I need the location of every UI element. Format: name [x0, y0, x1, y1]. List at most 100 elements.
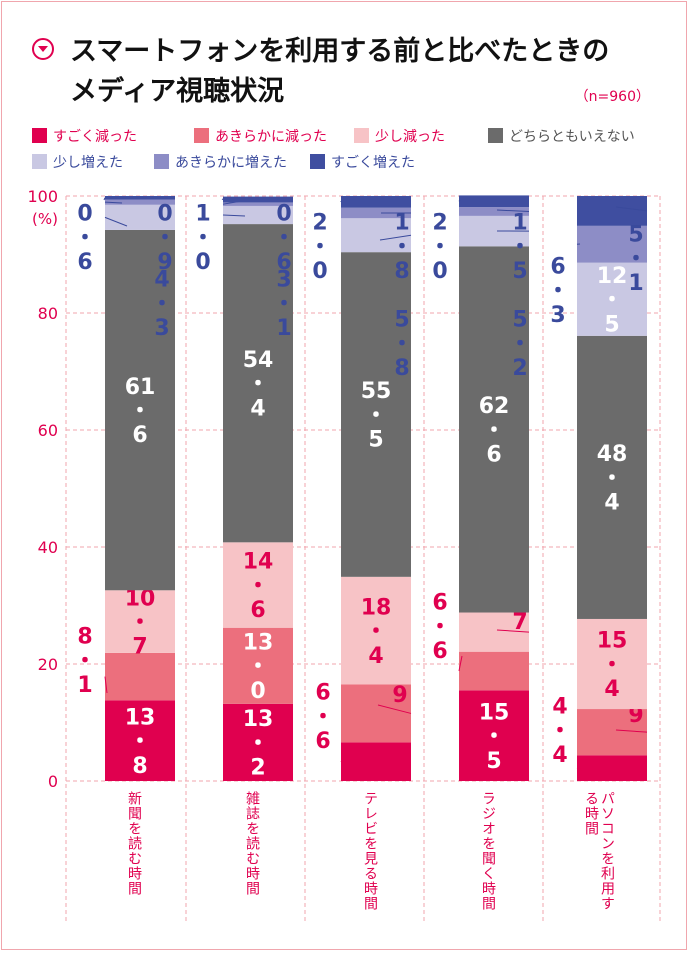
legend-item: どちらともいえない: [488, 126, 635, 146]
bar-segment: [341, 207, 411, 219]
sample-size-note: （n=960）: [574, 89, 650, 105]
legend-label: すごく減った: [53, 129, 137, 145]
bar-segment: [105, 590, 175, 653]
data-label: 6 ・ 6: [429, 591, 451, 664]
legend-item: 少し減った: [354, 126, 445, 146]
data-label: 1 ・ 5: [509, 211, 531, 284]
data-label: 62 ・ 6: [479, 394, 510, 467]
bar-segment: [105, 652, 175, 701]
legend-label: 少し減った: [375, 129, 445, 145]
y-axis-unit: (%): [32, 210, 58, 228]
bar-segment: [341, 218, 411, 253]
data-label: 13 ・ 8: [125, 705, 156, 778]
data-label: 48 ・ 4: [597, 442, 628, 515]
bar-segment: [341, 684, 411, 743]
leader-line: [377, 704, 412, 714]
chart-title-line1: スマートフォンを利用する前と比べたときの: [70, 36, 610, 67]
data-label: 1 ・ 8: [391, 211, 413, 284]
bar-segment: [341, 576, 411, 685]
legend-label: どちらともいえない: [509, 129, 635, 145]
bar-segment: [223, 196, 293, 203]
data-label: 13 ・ 2: [243, 707, 274, 780]
bar-segment: [223, 205, 293, 225]
bar-segment: [105, 700, 175, 781]
leader-line: [221, 198, 224, 200]
bar-segment: [105, 204, 175, 230]
bar-segment: [577, 709, 647, 756]
data-label: 10 ・ 7: [125, 586, 156, 659]
bar-segment: [577, 225, 647, 263]
data-label: 1 ・ 0: [192, 202, 214, 275]
legend-swatch: [488, 128, 503, 143]
data-label: 55 ・ 5: [361, 379, 392, 452]
legend-swatch: [310, 154, 325, 169]
bar-segment: [459, 195, 529, 208]
legend-item: すごく減った: [32, 126, 137, 146]
data-label: 18 ・ 4: [361, 595, 392, 668]
data-label: 2 ・ 0: [429, 211, 451, 284]
bar-segment: [105, 196, 175, 200]
data-label: 13 ・ 0: [243, 630, 274, 703]
bar-segment: [341, 196, 411, 208]
y-tick-label: 100: [27, 187, 58, 206]
y-tick-label: 60: [38, 421, 58, 440]
legend-swatch: [154, 154, 169, 169]
leader-line: [340, 754, 346, 762]
bar-segment: [459, 651, 529, 691]
leader-line: [104, 216, 128, 227]
leader-line: [496, 629, 530, 633]
bar-segment: [223, 703, 293, 781]
data-label: 61 ・ 6: [125, 375, 156, 448]
y-tick-label: 40: [38, 538, 58, 557]
bar-segment: [577, 196, 647, 226]
data-label: 15 ・ 4: [597, 629, 628, 702]
category-label: パソコンを利用する時間: [583, 791, 615, 911]
leader-line: [496, 209, 530, 213]
data-label: 6 ・ 3: [547, 255, 569, 328]
bar-segment: [577, 618, 647, 710]
bar-segment: [223, 627, 293, 704]
category-label: 雑誌を読む時間: [244, 791, 260, 896]
leader-line: [615, 206, 648, 212]
legend-swatch: [32, 154, 47, 169]
chevron-down-icon: [32, 38, 54, 60]
data-label: 15 ・ 5: [479, 700, 510, 773]
data-label: 5 ・ 8: [391, 308, 413, 381]
bar-segment: [577, 262, 647, 336]
bar-segment: [459, 207, 529, 216]
bar-segment: [223, 542, 293, 628]
data-label: 54 ・ 4: [243, 348, 274, 421]
legend-label: すごく増えた: [331, 155, 415, 171]
leader-line: [104, 201, 123, 204]
legend-swatch: [194, 128, 209, 143]
leader-line: [222, 214, 246, 217]
legend-item: あきらかに増えた: [154, 152, 287, 172]
leader-line: [615, 729, 648, 733]
y-tick-label: 20: [38, 655, 58, 674]
bar-segment: [459, 246, 529, 613]
bar-segment: [341, 252, 411, 577]
chart-title: スマートフォンを利用する前と比べたときの メディア視聴状況: [70, 32, 670, 112]
data-label: 4 ・ 4: [549, 695, 571, 768]
data-label: 4 ・ 3: [151, 268, 173, 341]
legend-item: 少し増えた: [32, 152, 123, 172]
data-label: 8 ・ 1: [74, 625, 96, 698]
leader-line: [458, 199, 461, 202]
category-label: ラジオを聞く時間: [480, 791, 496, 911]
data-label: 3 ・ 1: [273, 268, 295, 341]
data-label: 12 ・ 5: [597, 264, 628, 337]
bar-segment: [459, 612, 529, 652]
category-label: 新聞を読む時間: [126, 791, 142, 896]
bar-segment: [577, 335, 647, 619]
bar-segment: [105, 199, 175, 205]
legend-swatch: [32, 128, 47, 143]
y-tick-label: 80: [38, 304, 58, 323]
legend-label: あきらかに増えた: [175, 155, 287, 171]
chart-title-line2: メディア視聴状況: [70, 76, 285, 107]
legend-item: すごく増えた: [310, 152, 415, 172]
y-tick-label: 0: [48, 772, 58, 791]
data-label: 0 ・ 6: [273, 202, 295, 275]
data-label: 0 ・ 9: [154, 202, 176, 275]
data-label: 14 ・ 6: [243, 550, 274, 623]
